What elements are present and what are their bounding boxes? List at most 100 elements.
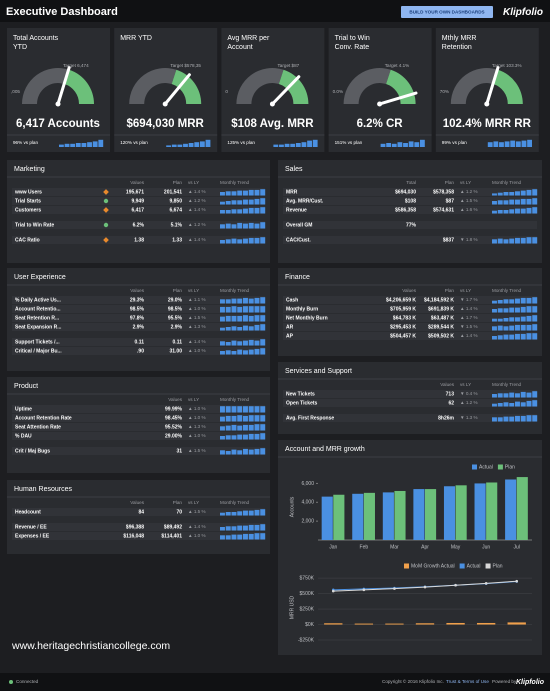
bar [505,479,517,540]
row-label: Revenue [286,207,307,213]
trend-bar [532,415,538,422]
row-label: Seat Retention R... [15,315,60,321]
cell: ▲ 1.5 % [188,448,206,453]
gauge-value: $694,030 MRR [127,118,205,130]
cell: 713 [446,391,455,397]
row-bg [12,206,265,214]
row-label: Crit / Maj Bugs [15,448,50,454]
trend-bar [237,450,243,455]
gauge-title: YTD [13,44,27,51]
y-tick-label: -$250K [298,637,315,643]
trend-bar [521,140,527,147]
trend-bar [220,341,225,346]
trend-bar [492,417,497,422]
cell: 2.9% [171,324,183,330]
trend-bar [243,340,248,346]
trend-bar [520,402,526,407]
build-button-label[interactable]: BUILD YOUR OWN DASHBOARDS [409,10,484,15]
row-bg [12,423,265,431]
x-tick-label: Jun [482,544,490,550]
trend-bar [526,400,532,407]
row-label: Trial Starts [15,198,41,204]
terms-link[interactable]: Trust & Terms of Use [446,679,489,684]
row-label: Seat Attention Rate [15,424,61,430]
gauge-hub [269,101,275,107]
row-label: Critical / Major Bu... [15,348,62,354]
cell: 29.3% [130,297,145,303]
cell: 31.00 [169,348,182,354]
logo[interactable]: Klipfolio [503,7,543,18]
trend-bar [225,526,231,531]
trend-bar [290,143,296,147]
row-bg [283,314,537,322]
footer-logo[interactable]: Klipfolio [516,679,545,686]
trend-bar [225,191,231,196]
gauge-plan: 96% vs plan [13,140,38,145]
cell: $694,030 [395,189,416,195]
trend-bar [243,306,248,313]
gauge-track [129,67,177,104]
column-header: Monthly Trend [220,180,250,185]
trend-bar [515,237,520,244]
gauge-target-zone [171,69,202,104]
cell: ▼ 1.5 % [460,324,478,329]
row-bg [283,236,537,244]
trend-bar [492,403,497,407]
legend-swatch [497,464,503,470]
cell: 77% [406,222,417,228]
trend-bar [527,139,532,147]
legend-swatch [459,563,465,569]
trend-bar [254,297,260,304]
trend-bar [492,239,497,244]
trend-bar [260,339,266,346]
cell: ▲ 1.1 % [188,297,206,302]
bar [476,622,496,625]
column-header: Monthly Trend [492,288,522,293]
gauge-hub [55,101,61,107]
bar [385,623,404,625]
point [423,585,427,589]
trend-bar [532,297,538,304]
trend-bar [497,210,503,214]
trend-bar [260,509,266,516]
trend-bar [225,512,231,516]
cell: ▲ 1.0 % [188,415,206,420]
trend-bar [231,526,237,531]
trend-bar [225,451,231,455]
trend-bar [509,317,515,322]
row-label: Support Tickets /... [15,339,60,345]
bar [415,623,435,625]
gauge-target-label: Target 103.3% [492,63,522,68]
trend-bar [188,143,194,147]
point [484,582,488,585]
trend-bar [487,142,493,147]
trend-bar [166,145,172,147]
trend-bar [237,434,243,440]
trend-bar [497,417,503,422]
cell: $295,453 K [390,324,416,330]
row-bg [12,221,265,229]
cell: ▲ 1.3 % [188,324,206,329]
y-tick-label: 4,000 [301,500,314,506]
trend-bar [532,391,538,398]
trend-bar [520,190,526,196]
trend-bar [509,403,515,407]
trend-bar [526,333,532,340]
trend-bar [220,210,225,214]
trend-bar [520,391,526,398]
column-header: Monthly Trend [220,397,250,402]
legend-label: Plan [493,563,503,569]
cell: 6.2% [133,222,145,228]
gauge-needle [485,66,500,106]
trend-bar [515,393,520,398]
trend-bar [231,351,237,355]
cell: 195,671 [126,189,144,195]
bar [394,490,406,540]
build-button[interactable] [401,6,493,18]
row-bg [283,323,537,331]
trend-bar [515,298,520,304]
row-bg [12,523,265,531]
row-bg [12,347,265,355]
trend-bar [492,309,497,313]
panel [328,28,432,152]
